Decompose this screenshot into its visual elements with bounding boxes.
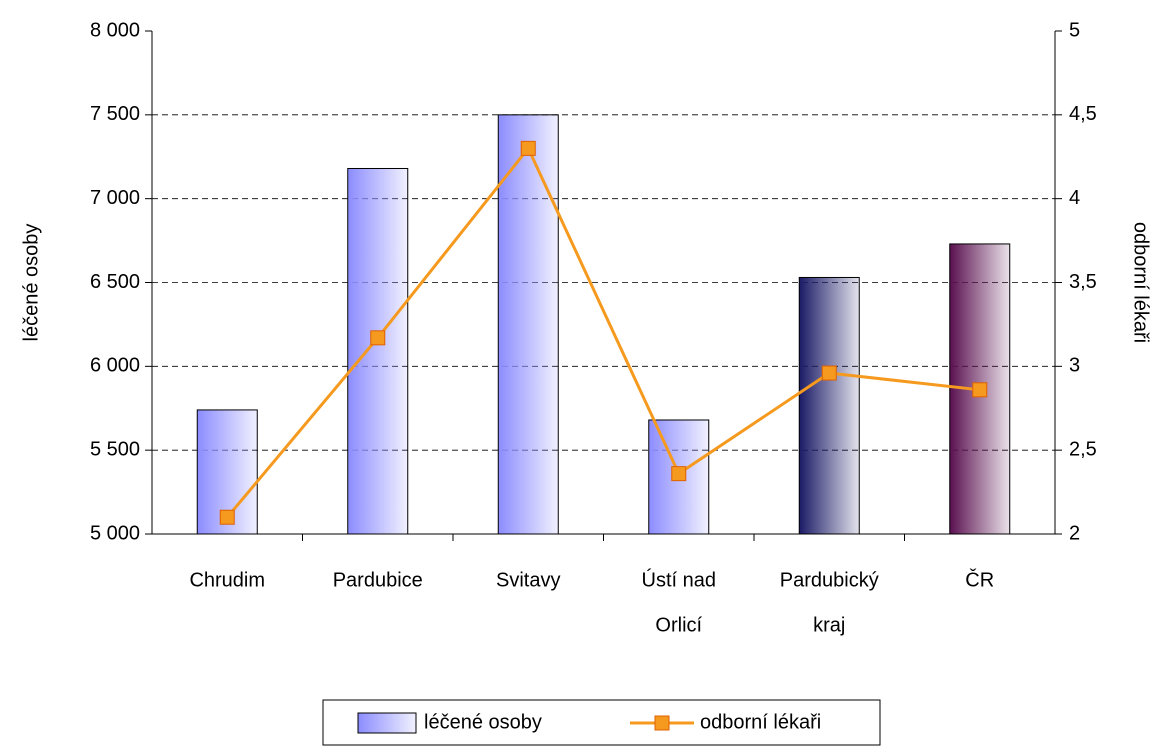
legend-swatch xyxy=(357,712,417,734)
marker xyxy=(821,365,837,381)
x-tick-label: Svitavy xyxy=(496,569,560,591)
y2-tick-label: 2 xyxy=(1069,522,1080,544)
y-tick-label: 5 000 xyxy=(90,522,140,544)
y-tick-label: 6 000 xyxy=(90,355,140,377)
y2-axis-label: odborní lékaři xyxy=(1130,222,1152,343)
line xyxy=(226,145,980,519)
x-tick-label: kraj xyxy=(813,614,845,636)
y-axis-label: léčené osoby xyxy=(20,224,42,342)
x-tick-label: Orlicí xyxy=(655,614,702,636)
x-tick-label: Ústí nad xyxy=(642,568,716,591)
x-tick-label: Pardubice xyxy=(333,569,423,591)
x-tick-label: ČR xyxy=(965,568,994,591)
bar xyxy=(347,167,409,535)
marker xyxy=(520,140,536,156)
y2-tick-label: 4,5 xyxy=(1069,103,1097,125)
y2-tick-label: 4 xyxy=(1069,187,1080,209)
x-tick-label: Chrudim xyxy=(189,569,265,591)
marker xyxy=(370,330,386,346)
y2-tick-label: 5 xyxy=(1069,19,1080,41)
legend-label: odborní lékaři xyxy=(700,711,821,733)
y-tick-label: 7 500 xyxy=(90,103,140,125)
bar xyxy=(497,114,559,535)
y-tick-label: 8 000 xyxy=(90,19,140,41)
marker xyxy=(219,509,235,525)
y2-tick-label: 3,5 xyxy=(1069,271,1097,293)
y-tick-label: 7 000 xyxy=(90,187,140,209)
y-tick-label: 5 500 xyxy=(90,438,140,460)
marker xyxy=(671,466,687,482)
legend-marker xyxy=(654,715,670,731)
y2-tick-label: 2,5 xyxy=(1069,438,1097,460)
marker xyxy=(972,382,988,398)
y-tick-label: 6 500 xyxy=(90,271,140,293)
legend-label: léčené osoby xyxy=(424,711,542,733)
x-tick-label: Pardubický xyxy=(780,569,879,591)
bar xyxy=(798,276,860,535)
y2-tick-label: 3 xyxy=(1069,355,1080,377)
